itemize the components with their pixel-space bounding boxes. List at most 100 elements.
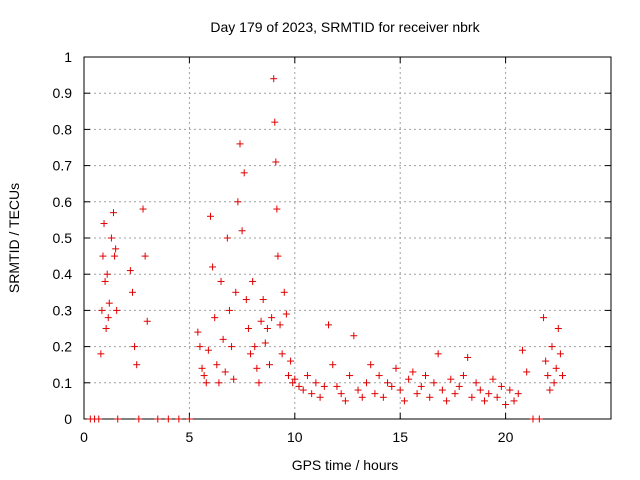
data-point: [510, 397, 518, 405]
data-point: [303, 372, 311, 380]
data-point: [544, 372, 552, 380]
data-point: [472, 379, 480, 387]
data-point: [438, 386, 446, 394]
data-point: [434, 350, 442, 358]
data-point: [295, 382, 303, 390]
data-point: [455, 382, 463, 390]
x-tick-labels: 0 5 10 15 20: [80, 429, 513, 445]
data-point: [278, 350, 286, 358]
data-point: [284, 372, 292, 380]
data-point: [535, 415, 543, 423]
data-point: [259, 296, 267, 304]
data-point: [185, 415, 193, 423]
data-points: [86, 75, 567, 423]
data-point: [103, 270, 111, 278]
data-point: [255, 379, 263, 387]
data-point: [126, 267, 134, 275]
data-point: [131, 343, 139, 351]
data-point: [362, 379, 370, 387]
data-point: [102, 325, 110, 332]
axis-ticks: [83, 56, 611, 420]
data-point: [249, 277, 257, 285]
data-point: [272, 158, 280, 166]
data-point: [379, 393, 387, 401]
data-point: [213, 361, 221, 369]
x-tick-label: 5: [186, 429, 194, 445]
data-point: [139, 205, 147, 213]
data-point: [559, 372, 567, 380]
data-point: [268, 314, 276, 322]
data-point: [113, 306, 121, 314]
data-point: [468, 393, 476, 401]
data-point: [154, 415, 162, 423]
data-point: [476, 386, 484, 394]
x-tick-label: 0: [80, 429, 88, 445]
data-point: [280, 288, 288, 296]
data-point: [251, 343, 259, 351]
data-point: [276, 321, 284, 329]
data-point: [289, 379, 297, 387]
data-point: [320, 382, 328, 390]
data-point: [316, 393, 324, 401]
data-point: [240, 169, 248, 177]
data-point: [273, 205, 281, 213]
data-point: [556, 350, 564, 358]
data-point: [443, 397, 451, 405]
y-tick-label: 0.1: [53, 375, 73, 391]
data-point: [223, 234, 231, 242]
data-point: [164, 415, 172, 423]
data-point: [333, 382, 341, 390]
data-point: [209, 263, 217, 271]
data-point: [546, 386, 554, 394]
data-point: [95, 415, 103, 423]
data-point: [143, 317, 151, 325]
data-point: [291, 375, 299, 383]
data-point: [253, 364, 261, 372]
data-point: [514, 390, 522, 398]
data-point: [128, 288, 136, 296]
data-point: [204, 346, 212, 354]
data-point: [202, 379, 210, 387]
data-point: [421, 372, 429, 380]
data-point: [217, 277, 225, 285]
data-point: [133, 361, 141, 369]
data-point: [502, 401, 510, 409]
x-tick-label: 10: [287, 429, 303, 445]
y-tick-label: 0: [64, 411, 72, 427]
data-point: [464, 353, 472, 361]
data-point: [548, 343, 556, 351]
data-point: [200, 372, 208, 380]
data-point: [552, 364, 560, 372]
data-point: [447, 375, 455, 383]
data-point: [271, 118, 279, 126]
data-point: [194, 328, 202, 336]
y-tick-label: 0.2: [53, 339, 73, 355]
data-point: [282, 310, 290, 318]
data-point: [219, 335, 227, 343]
data-point: [247, 350, 255, 358]
data-point: [388, 382, 396, 390]
data-point: [299, 386, 307, 394]
data-point: [263, 325, 271, 332]
y-tick-label: 0.8: [53, 121, 73, 137]
data-point: [104, 314, 112, 322]
data-point: [244, 325, 252, 332]
data-point: [481, 397, 489, 405]
data-point: [196, 343, 204, 351]
x-axis-label: GPS time / hours: [292, 457, 399, 473]
data-point: [198, 364, 206, 372]
data-point: [141, 252, 149, 260]
data-point: [221, 368, 229, 376]
data-point: [230, 375, 238, 383]
data-point: [375, 372, 383, 380]
data-point: [497, 382, 505, 390]
data-point: [99, 252, 107, 260]
data-point: [215, 379, 223, 387]
data-point: [225, 306, 233, 314]
data-point: [110, 209, 118, 217]
data-point: [206, 212, 214, 220]
data-point: [98, 306, 106, 314]
data-point: [554, 325, 562, 332]
x-tick-label: 15: [392, 429, 408, 445]
